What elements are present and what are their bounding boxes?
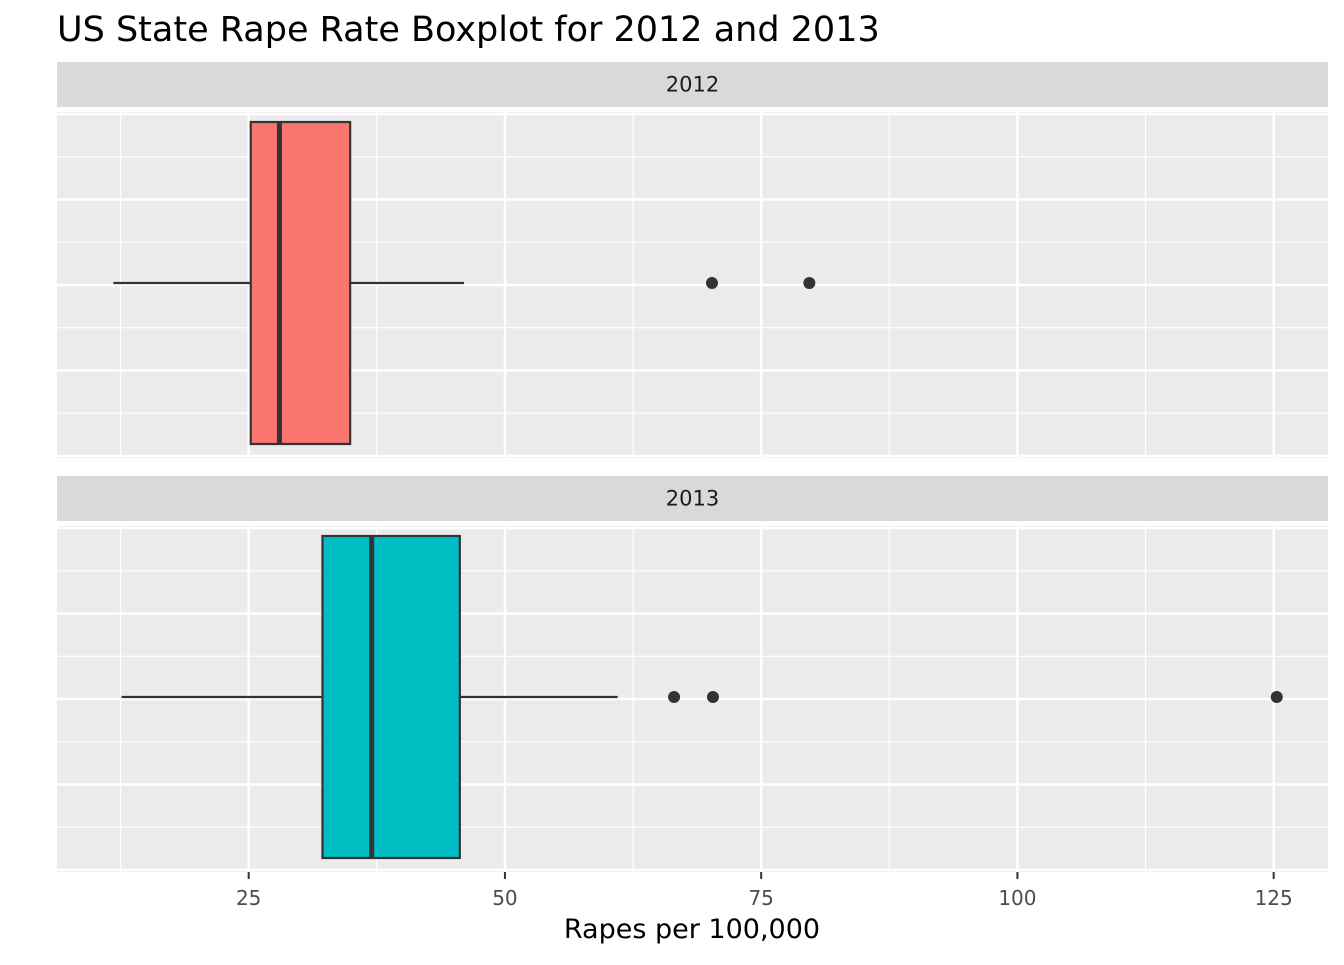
x-axis-title: Rapes per 100,000 xyxy=(564,914,820,945)
chart-title: US State Rape Rate Boxplot for 2012 and … xyxy=(57,10,880,50)
outlier-point xyxy=(705,277,718,289)
outlier-point xyxy=(1270,691,1283,703)
facet-strip xyxy=(57,62,1328,107)
outlier-point xyxy=(668,691,681,703)
facet-strip-label: 2013 xyxy=(666,487,719,511)
x-tick-label: 75 xyxy=(748,886,773,910)
facet-panel-2013: 2013 xyxy=(57,476,1328,872)
outlier-point xyxy=(803,277,816,289)
facet-strip xyxy=(57,476,1328,521)
box-iqr xyxy=(249,120,352,446)
facets: 2012 2013 xyxy=(57,62,1328,872)
x-tick-label: 50 xyxy=(492,886,517,910)
box-iqr xyxy=(321,534,461,860)
facet-strip-label: 2012 xyxy=(666,73,719,97)
facet-panel-2012: 2012 xyxy=(57,62,1328,458)
x-tick-label: 25 xyxy=(236,886,261,910)
x-tick-label: 100 xyxy=(998,886,1036,910)
outlier-point xyxy=(707,691,719,703)
x-tick-label: 125 xyxy=(1255,886,1293,910)
x-axis: 25 50 75 100 125 xyxy=(236,872,1293,910)
